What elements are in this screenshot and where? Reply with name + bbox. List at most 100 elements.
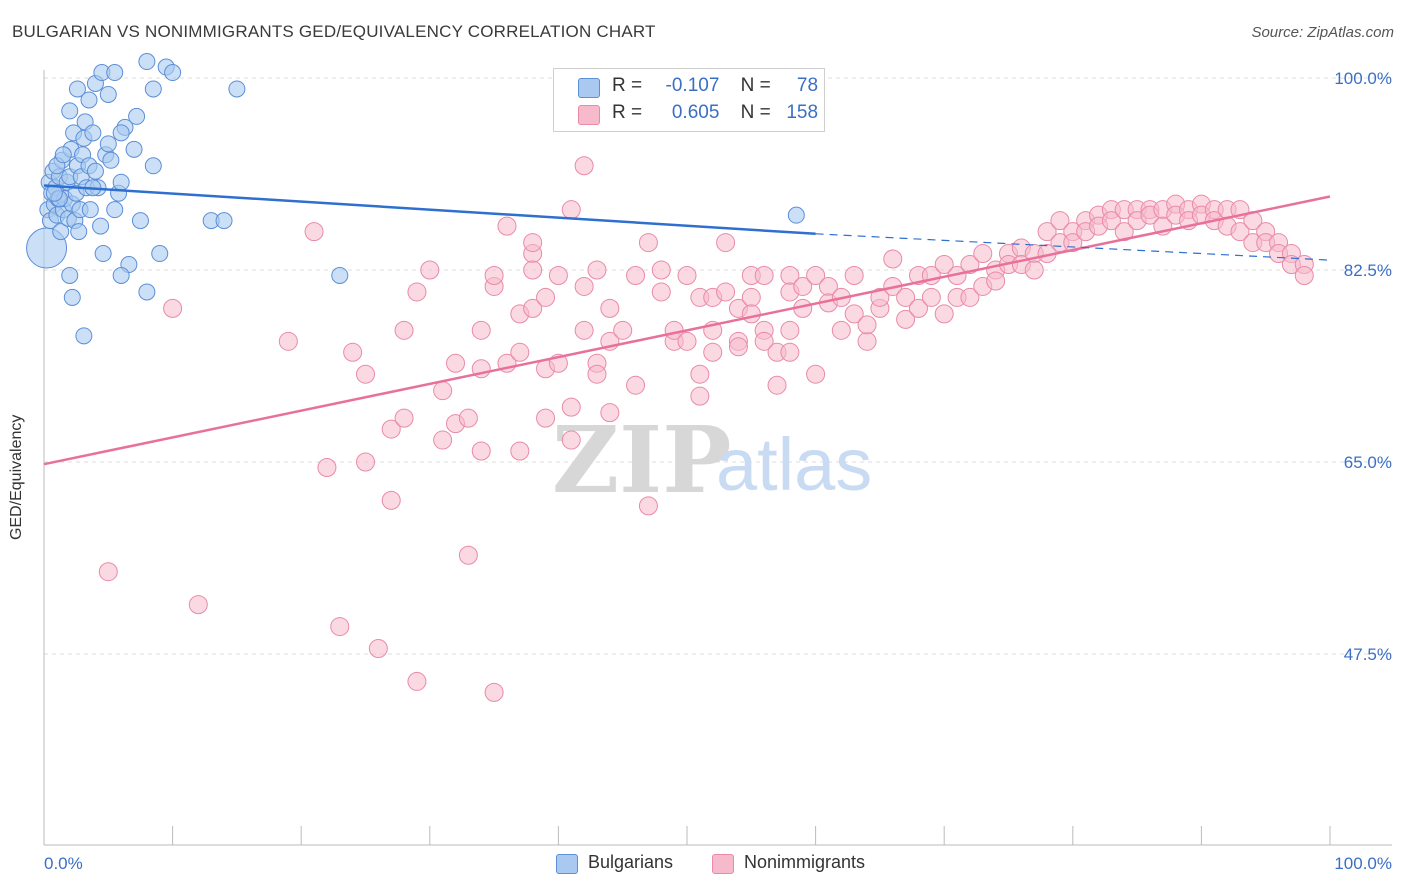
nonimmigrants-point (651, 282, 671, 302)
bulgarians-point (84, 124, 102, 142)
nonimmigrants-point (561, 200, 581, 220)
bulgarians-point (144, 80, 162, 98)
bulgarians-point (61, 266, 79, 284)
nonimmigrants-point (330, 617, 350, 637)
nonimmigrants-point (278, 331, 298, 351)
nonimmigrants-point (638, 496, 658, 516)
bulgarians-point (138, 283, 156, 301)
stats-legend: R = -0.107 N = 78 R = 0.605 N = 158 (553, 68, 825, 132)
x-tick-label-min: 0.0% (44, 854, 83, 873)
source-label: Source: ZipAtlas.com (1251, 24, 1394, 41)
bottom-legend-label-bulgarians: Bulgarians (588, 852, 674, 872)
bulgarians-point (86, 162, 104, 180)
nonimmigrants-point (844, 304, 864, 324)
nonimmigrants-point (471, 320, 491, 340)
nonimmigrants-point (574, 276, 594, 296)
nonimmigrants-point (587, 364, 607, 384)
bulgarians-point (75, 327, 93, 345)
nonimmigrants-point (523, 298, 543, 318)
nonimmigrants-point (381, 490, 401, 510)
nonimmigrants-point (754, 331, 774, 351)
watermark-zip: ZIP (552, 406, 731, 514)
nonimmigrants-point (536, 408, 556, 428)
nonimmigrants-point (857, 331, 877, 351)
nonimmigrants-point (548, 265, 568, 285)
legend-n-value-bulgarians: 78 (796, 75, 819, 96)
nonimmigrants-point (163, 298, 183, 318)
nonimmigrants-point (754, 265, 774, 285)
bulgarians-point (52, 223, 70, 241)
bulgarians-point (102, 151, 120, 169)
nonimmigrants-point (523, 233, 543, 253)
nonimmigrants-point (600, 298, 620, 318)
bottom-legend-swatch-bulgarians (556, 854, 578, 874)
nonimmigrants-point (908, 298, 928, 318)
nonimmigrants-point (471, 441, 491, 461)
legend-swatch-nonimmigrants (578, 105, 600, 125)
nonimmigrants-point (497, 216, 517, 236)
nonimmigrants-point (1024, 260, 1044, 280)
nonimmigrants-point (780, 342, 800, 362)
nonimmigrants-point (960, 255, 980, 275)
bulgarians-point (106, 64, 124, 82)
nonimmigrants-point (188, 595, 208, 615)
bottom-legend-swatch-nonimmigrants (712, 854, 734, 874)
nonimmigrants-point (703, 342, 723, 362)
nonimmigrants-point (343, 342, 363, 362)
y-tick-label: 82.5% (1344, 261, 1392, 280)
bulgarians-point (331, 266, 349, 284)
nonimmigrants-point (806, 265, 826, 285)
bulgarians-point (131, 212, 149, 230)
nonimmigrants-point (536, 287, 556, 307)
nonimmigrants-point (728, 337, 748, 357)
nonimmigrants-point (304, 222, 324, 242)
bulgarians-point (92, 217, 110, 235)
nonimmigrants-point (446, 353, 466, 373)
nonimmigrants-point (690, 386, 710, 406)
nonimmigrants-point (896, 309, 916, 329)
bulgarians-point (106, 201, 124, 219)
nonimmigrants-point (677, 265, 697, 285)
nonimmigrants-point (767, 375, 787, 395)
legend-r-label: R = (612, 102, 643, 123)
nonimmigrants-point (317, 457, 337, 477)
bulgarians-point (787, 206, 805, 224)
nonimmigrants-point (921, 287, 941, 307)
nonimmigrants-point (407, 671, 427, 691)
legend-n-value-nonimmigrants: 158 (786, 102, 819, 123)
bulgarians-point (80, 91, 98, 109)
bulgarians-point (144, 157, 162, 175)
bulgarians-point (125, 140, 143, 158)
bulgarians-point (128, 107, 146, 125)
bulgarians-point (215, 212, 233, 230)
nonimmigrants-point (883, 249, 903, 269)
nonimmigrants-point (831, 320, 851, 340)
nonimmigrants-point (484, 682, 504, 702)
nonimmigrants-point (574, 156, 594, 176)
nonimmigrants-point (510, 342, 530, 362)
nonimmigrants-point (484, 265, 504, 285)
nonimmigrants-point (638, 233, 658, 253)
nonimmigrants-point (690, 364, 710, 384)
bulgarians-point (228, 80, 246, 98)
nonimmigrants-point (1101, 211, 1121, 231)
bulgarians-point (112, 266, 130, 284)
nonimmigrants-point (407, 282, 427, 302)
nonimmigrants-point (368, 639, 388, 659)
nonimmigrants-point (793, 276, 813, 296)
nonimmigrants-point (934, 255, 954, 275)
nonimmigrants-point (844, 265, 864, 285)
nonimmigrants-point (356, 452, 375, 472)
nonimmigrants-point (626, 375, 646, 395)
nonimmigrants-point (458, 545, 478, 565)
nonimmigrants-point (523, 260, 543, 280)
legend-n-label: N = (740, 75, 771, 96)
nonimmigrants-point (458, 408, 478, 428)
nonimmigrants-point (613, 320, 633, 340)
nonimmigrants-point (561, 430, 581, 450)
nonimmigrants-point (973, 244, 993, 264)
bulgarians-point (138, 53, 156, 71)
bulgarians-point (99, 135, 117, 153)
nonimmigrants-point (651, 260, 671, 280)
nonimmigrants-point (716, 233, 736, 253)
